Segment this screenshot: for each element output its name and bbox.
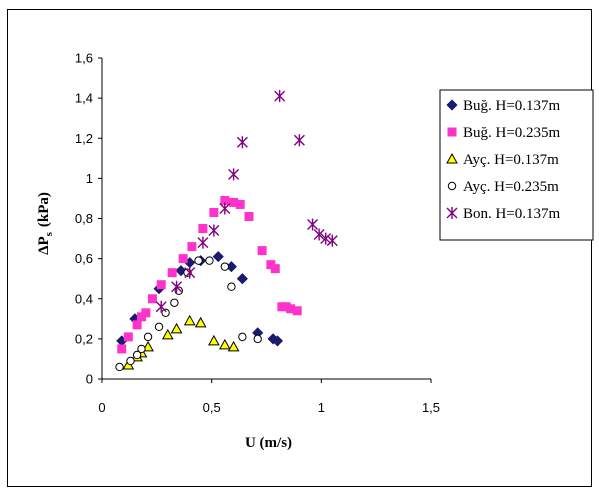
data-point — [115, 362, 124, 372]
data-point — [218, 338, 231, 350]
legend-marker — [446, 99, 458, 111]
y-tick-label: 1,4 — [75, 91, 93, 106]
series-1-points — [116, 251, 284, 347]
data-point — [178, 254, 188, 264]
data-point — [307, 218, 319, 231]
data-point — [220, 262, 230, 271]
y-axis-title: ΔPs (kPa) — [36, 192, 55, 255]
y-axis-title-symbol: ΔP — [36, 236, 52, 255]
legend-label: Buğ. H=0.137m — [463, 98, 561, 114]
data-point — [313, 228, 325, 241]
data-point — [244, 211, 254, 221]
data-point — [293, 134, 305, 147]
legend-label: Ayç. H=0.235m — [463, 179, 559, 195]
legend: Buğ. H=0.137m Buğ. H=0.235m Ayç. H=0.137m A… — [439, 89, 594, 241]
data-point — [123, 332, 133, 342]
data-point — [209, 207, 219, 217]
series-4-points — [115, 256, 262, 372]
axes — [101, 58, 431, 380]
legend-marker — [447, 181, 457, 191]
data-points — [115, 90, 338, 372]
legend-label: Buğ. H=0.235m — [463, 125, 561, 141]
data-point — [292, 306, 302, 316]
y-tick-label: 0,8 — [75, 211, 93, 226]
data-point — [197, 236, 209, 249]
legend-box — [439, 89, 594, 241]
y-axis-title-unit: (kPa) — [36, 192, 52, 227]
data-point — [257, 246, 267, 256]
data-point — [184, 266, 196, 279]
series-5-points — [155, 90, 338, 313]
data-point — [227, 282, 236, 291]
data-point — [126, 356, 135, 366]
legend-marker — [446, 152, 458, 164]
data-point — [194, 316, 207, 328]
data-point — [271, 335, 284, 347]
y-tick-label: 0,4 — [75, 291, 93, 306]
legend-label: Bon. H=0.137m — [463, 206, 561, 222]
data-point — [205, 256, 214, 265]
data-point — [154, 322, 164, 332]
y-axis-ticks: 0 0,2 0,4 0,6 0,8 1 1,2 1,4 1,6 — [75, 51, 102, 387]
x-tick-label: 0 — [98, 400, 105, 415]
data-point — [156, 280, 166, 290]
data-point — [143, 332, 153, 342]
data-point — [170, 298, 179, 307]
data-point — [238, 332, 247, 342]
data-point — [132, 320, 142, 330]
y-tick-label: 0,2 — [75, 331, 93, 346]
data-point — [227, 340, 240, 352]
y-tick-label: 0 — [86, 372, 93, 387]
data-point — [155, 300, 167, 313]
data-point — [137, 344, 146, 354]
data-point — [161, 308, 170, 317]
data-point — [270, 264, 280, 274]
x-axis-ticks: 0 0,5 1 1,5 — [98, 379, 440, 415]
y-tick-label: 1 — [86, 171, 93, 186]
data-point — [208, 334, 220, 346]
data-point — [212, 251, 224, 263]
data-point — [167, 268, 177, 278]
y-axis-title-subscript: s — [43, 231, 55, 236]
data-point — [253, 334, 262, 344]
series-2-points — [117, 195, 302, 354]
y-tick-label: 1,6 — [75, 51, 93, 66]
data-point — [198, 224, 208, 234]
x-tick-label: 0,5 — [203, 400, 221, 415]
data-point — [183, 314, 196, 326]
x-tick-label: 1,5 — [422, 400, 440, 415]
data-point — [132, 350, 142, 360]
legend-marker — [446, 207, 458, 219]
data-point — [236, 273, 248, 285]
data-point — [326, 234, 338, 247]
data-point — [235, 199, 245, 209]
chart-frame — [7, 9, 592, 487]
x-axis-title: U (m/s) — [245, 435, 292, 451]
data-point — [161, 328, 174, 340]
x-tick-label: 1 — [318, 400, 325, 415]
y-tick-label: 1,2 — [75, 131, 93, 146]
data-point — [208, 224, 220, 237]
data-point — [194, 256, 203, 265]
data-point — [187, 242, 197, 252]
data-point — [141, 308, 151, 318]
data-point — [320, 232, 332, 245]
data-point — [228, 168, 240, 181]
y-tick-label: 0,6 — [75, 251, 93, 266]
data-point — [147, 294, 157, 304]
legend-marker — [447, 127, 457, 137]
data-point — [117, 344, 127, 354]
legend-label: Ayç. H=0.137m — [463, 152, 559, 168]
data-point — [170, 322, 183, 334]
data-point — [219, 202, 231, 215]
data-point — [171, 280, 183, 293]
data-point — [274, 90, 286, 103]
data-point — [236, 136, 248, 149]
